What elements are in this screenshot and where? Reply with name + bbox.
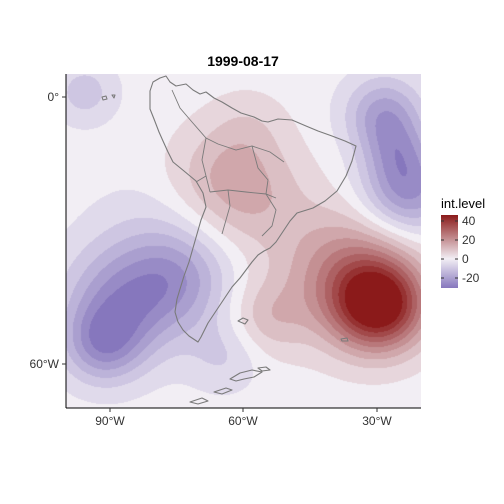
y-axis: 0° 60°W [30,90,66,371]
legend-colorbar [441,215,458,288]
coastlines [101,75,357,405]
legend-label: 20 [462,233,476,247]
x-axis: 90°W 60°W 30°W [95,408,392,428]
y-tick-label: 0° [48,90,60,104]
south-america-coastline [149,75,357,343]
antarctic-peninsula [189,366,271,405]
x-tick-label: 30°W [362,414,392,428]
country-borders [171,89,285,237]
intensity-field [66,74,421,408]
legend-label: 40 [462,214,476,228]
falkland-islands [237,317,249,325]
legend-label: -20 [462,271,480,285]
x-tick-label: 60°W [228,414,258,428]
map-panel [65,74,421,409]
x-tick-label: 90°W [95,414,125,428]
legend-title: int.level [441,196,485,211]
legend: int.level 40 20 0 -20 [441,196,485,288]
legend-label: 0 [462,252,469,266]
chart-title: 1999-08-17 [207,53,279,69]
small-islands [101,94,349,342]
y-tick-label: 60°W [30,357,60,371]
